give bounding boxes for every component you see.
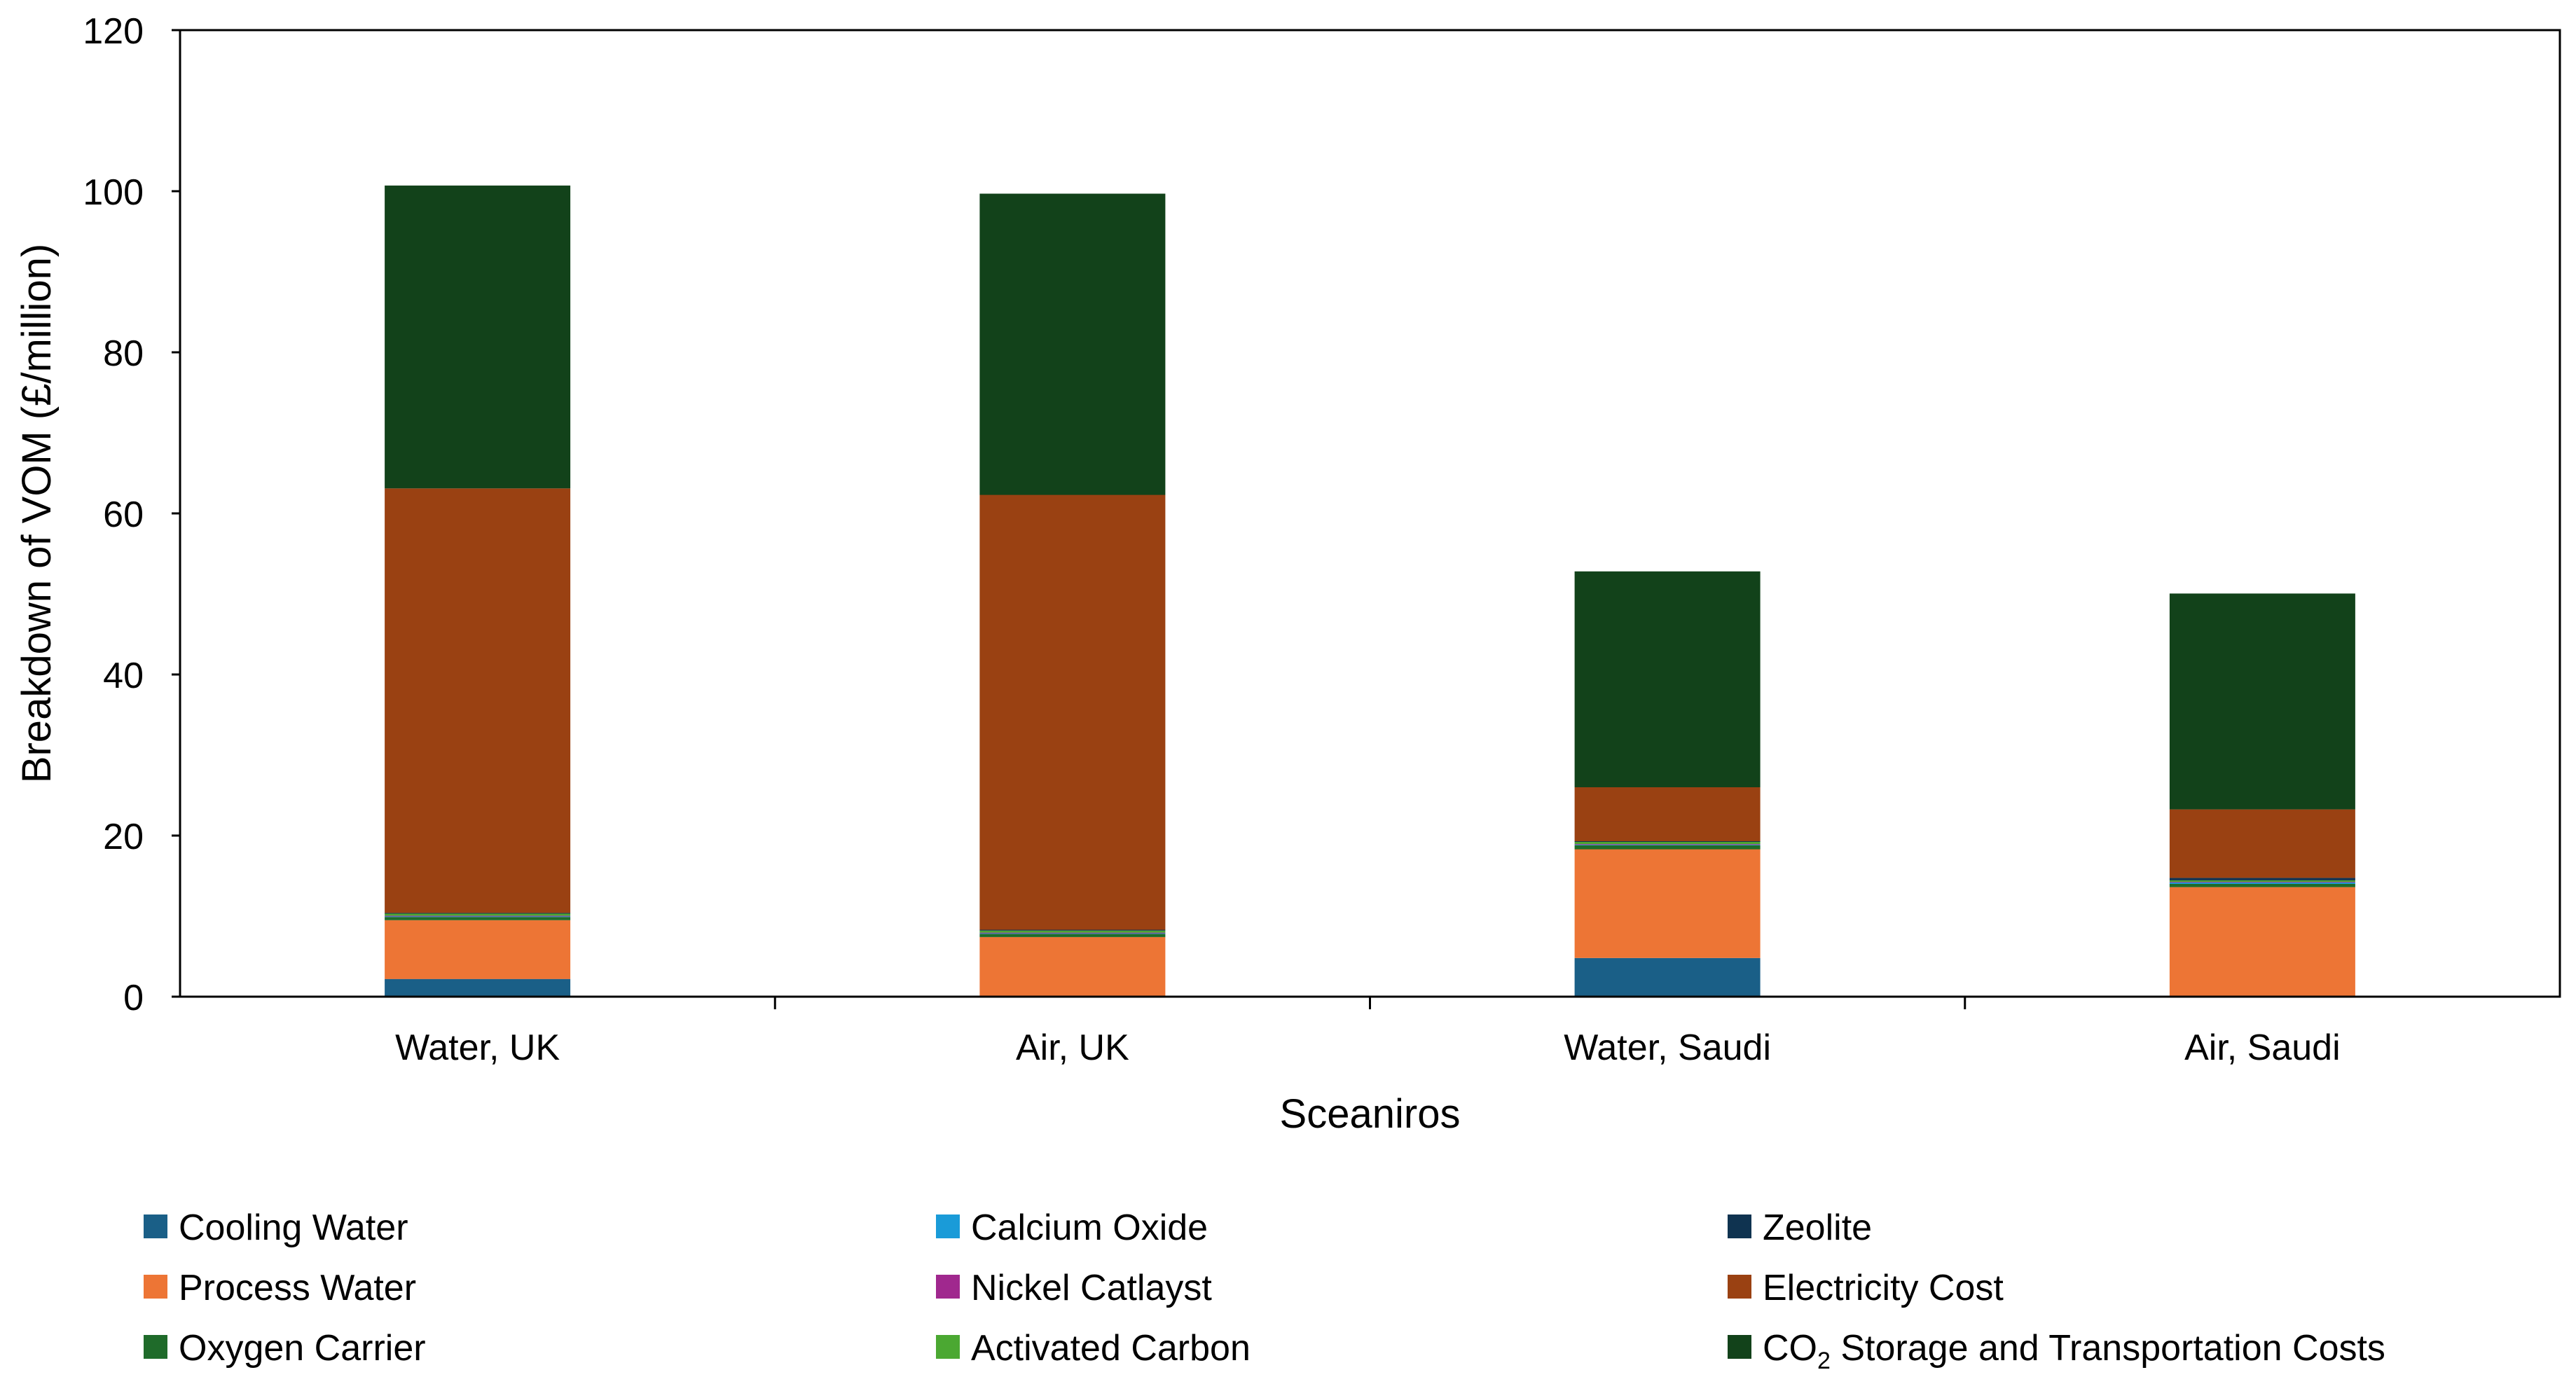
bar-segment bbox=[385, 915, 571, 917]
bar-segment bbox=[2169, 887, 2355, 997]
legend-label: Oxygen Carrier bbox=[179, 1328, 426, 1369]
bar-segment bbox=[1574, 957, 1761, 997]
legend-swatch bbox=[936, 1335, 960, 1359]
bar-segment bbox=[979, 932, 1166, 934]
legend-swatch bbox=[1728, 1335, 1751, 1359]
bar-segment bbox=[1574, 849, 1761, 958]
bar-segment bbox=[979, 934, 1166, 937]
bar-segment bbox=[979, 930, 1166, 933]
bar-segment bbox=[385, 978, 571, 997]
bars-layer bbox=[385, 185, 2355, 997]
legend-swatch bbox=[1728, 1275, 1751, 1299]
axes-layer: 0 20 40 60 80 100 120 Water, UK Air, UK Water, Sa… bbox=[83, 11, 2561, 1068]
bar-segment bbox=[1574, 571, 1761, 787]
y-tick-label: 40 bbox=[103, 656, 144, 696]
bar-segment bbox=[2169, 593, 2355, 810]
bar-segment bbox=[2169, 809, 2355, 878]
x-axis-title: Sceaniros bbox=[1280, 1091, 1461, 1137]
legend-swatch bbox=[936, 1214, 960, 1238]
bar-segment bbox=[2169, 882, 2355, 884]
bar-segment bbox=[1574, 787, 1761, 841]
bar-segment bbox=[979, 933, 1166, 934]
x-tick-label: Water, Saudi bbox=[1564, 1027, 1771, 1068]
bar-segment bbox=[1574, 841, 1761, 842]
bar-segment bbox=[385, 917, 571, 920]
y-tick-label: 100 bbox=[83, 172, 144, 213]
y-tick-label: 0 bbox=[123, 978, 144, 1018]
bar-segment bbox=[385, 916, 571, 918]
y-tick-label: 20 bbox=[103, 817, 144, 857]
y-axis-title: Breakdown of VOM (£/million) bbox=[14, 244, 60, 783]
bar-segment bbox=[2169, 882, 2355, 883]
bar-segment bbox=[979, 929, 1166, 931]
bar-segment bbox=[385, 913, 571, 916]
bar-segment bbox=[1574, 841, 1761, 845]
bar-segment bbox=[1574, 845, 1761, 850]
bar-segment bbox=[979, 494, 1166, 930]
bar-segment bbox=[979, 193, 1166, 495]
bar-segment bbox=[2169, 880, 2355, 883]
legend-swatch bbox=[936, 1275, 960, 1299]
legend-label: Calcium Oxide bbox=[971, 1207, 1208, 1248]
bar-segment bbox=[1574, 844, 1761, 845]
legend-swatch bbox=[144, 1275, 167, 1299]
bar-segment bbox=[2169, 884, 2355, 887]
x-tick-label: Air, UK bbox=[1016, 1027, 1129, 1068]
y-tick-label: 120 bbox=[83, 11, 144, 52]
bar-segment bbox=[385, 185, 571, 489]
bar-segment bbox=[979, 936, 1166, 997]
legend-label: Cooling Water bbox=[179, 1207, 408, 1248]
bar-segment bbox=[2169, 878, 2355, 880]
legend-label: Activated Carbon bbox=[971, 1328, 1251, 1369]
y-tick-label: 60 bbox=[103, 494, 144, 535]
legend-label: Zeolite bbox=[1763, 1207, 1872, 1248]
bar-segment bbox=[385, 488, 571, 913]
y-tick-label: 80 bbox=[103, 333, 144, 374]
legend-label: Process Water bbox=[179, 1268, 416, 1308]
legend-label: CO2 Storage and Transportation Costs bbox=[1763, 1328, 2385, 1374]
legend-swatch bbox=[1728, 1214, 1751, 1238]
legend: Cooling Water Process Water Oxygen Carrier… bbox=[144, 1207, 2385, 1374]
legend-swatch bbox=[144, 1335, 167, 1359]
bar-segment bbox=[385, 920, 571, 979]
legend-label: Electricity Cost bbox=[1763, 1268, 2004, 1308]
legend-swatch bbox=[144, 1214, 167, 1238]
x-tick-label: Air, Saudi bbox=[2184, 1027, 2341, 1068]
x-tick-label: Water, UK bbox=[395, 1027, 560, 1068]
legend-label: Nickel Catlayst bbox=[971, 1268, 1212, 1308]
